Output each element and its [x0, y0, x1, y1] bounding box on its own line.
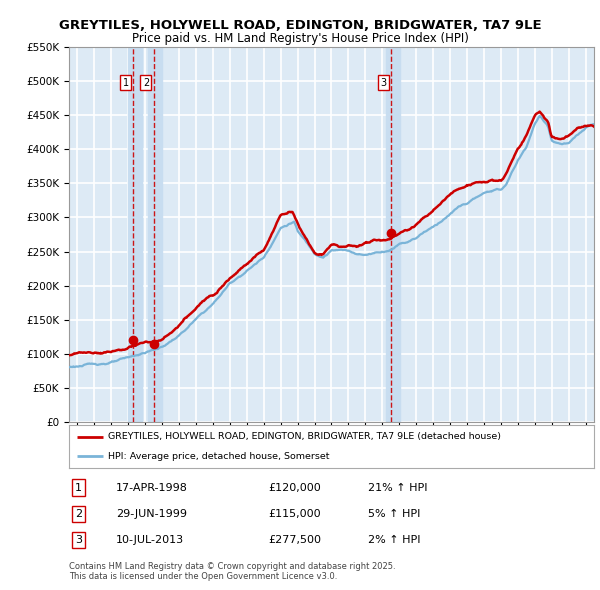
Text: Price paid vs. HM Land Registry's House Price Index (HPI): Price paid vs. HM Land Registry's House …: [131, 32, 469, 45]
Bar: [386, 47, 400, 422]
Text: 5% ↑ HPI: 5% ↑ HPI: [368, 509, 421, 519]
Text: Contains HM Land Registry data © Crown copyright and database right 2025.
This d: Contains HM Land Registry data © Crown c…: [69, 562, 395, 581]
Text: 10-JUL-2013: 10-JUL-2013: [116, 535, 184, 545]
Text: 3: 3: [75, 535, 82, 545]
Text: 2% ↑ HPI: 2% ↑ HPI: [368, 535, 421, 545]
Text: 3: 3: [380, 78, 386, 88]
Text: 17-APR-1998: 17-APR-1998: [116, 483, 188, 493]
Bar: [128, 47, 142, 422]
Text: £120,000: £120,000: [269, 483, 321, 493]
Text: GREYTILES, HOLYWELL ROAD, EDINGTON, BRIDGWATER, TA7 9LE: GREYTILES, HOLYWELL ROAD, EDINGTON, BRID…: [59, 19, 541, 32]
Text: HPI: Average price, detached house, Somerset: HPI: Average price, detached house, Some…: [109, 452, 330, 461]
Text: 2: 2: [75, 509, 82, 519]
Text: £277,500: £277,500: [269, 535, 322, 545]
Text: GREYTILES, HOLYWELL ROAD, EDINGTON, BRIDGWATER, TA7 9LE (detached house): GREYTILES, HOLYWELL ROAD, EDINGTON, BRID…: [109, 432, 502, 441]
Text: 21% ↑ HPI: 21% ↑ HPI: [368, 483, 428, 493]
Bar: [148, 47, 162, 422]
Text: 1: 1: [75, 483, 82, 493]
Text: 29-JUN-1999: 29-JUN-1999: [116, 509, 187, 519]
Text: £115,000: £115,000: [269, 509, 321, 519]
Text: 1: 1: [122, 78, 128, 88]
Text: 2: 2: [143, 78, 149, 88]
